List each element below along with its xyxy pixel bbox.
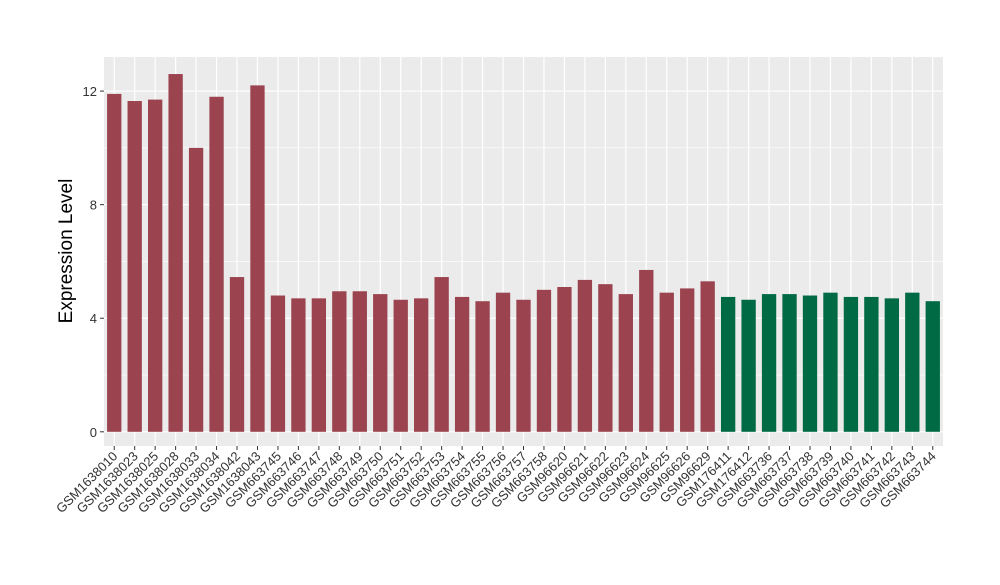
- bar-GSM1638042: [229, 277, 245, 432]
- bar-GSM1638033: [188, 147, 204, 432]
- bar-GSM176411: [720, 296, 736, 432]
- y-tick-label: 4: [90, 311, 97, 326]
- bar-GSM96625: [659, 292, 674, 432]
- bar-GSM96623: [618, 294, 633, 432]
- bar-GSM663737: [782, 294, 797, 432]
- bar-GSM176412: [741, 299, 756, 432]
- bar-GSM1638025: [147, 99, 163, 432]
- bar-GSM663736: [761, 294, 777, 432]
- bar-GSM1638010: [107, 93, 122, 432]
- y-tick-label: 0: [90, 425, 97, 440]
- bar-GSM663753: [434, 277, 449, 432]
- y-axis-title: Expression Level: [56, 179, 77, 324]
- bar-GSM663739: [823, 292, 838, 432]
- bar-GSM663751: [393, 299, 408, 432]
- bar-GSM663749: [352, 291, 367, 432]
- bar-GSM663758: [536, 289, 552, 432]
- bar-GSM663756: [495, 292, 511, 432]
- bar-GSM663741: [864, 296, 879, 432]
- bars: [107, 74, 940, 432]
- bar-GSM663747: [311, 298, 327, 432]
- bar-GSM663752: [414, 298, 429, 432]
- bar-GSM663748: [332, 291, 347, 432]
- y-tick-label: 12: [83, 84, 97, 99]
- bar-GSM663738: [802, 295, 818, 432]
- bar-GSM663746: [291, 298, 306, 432]
- bar-GSM663750: [373, 294, 388, 432]
- bar-GSM1638023: [127, 101, 142, 432]
- bar-GSM663755: [475, 301, 490, 432]
- x-axis: GSM1638010GSM1638023GSM1638025GSM1638028…: [53, 446, 939, 516]
- bar-GSM96629: [700, 281, 715, 432]
- bar-GSM96624: [639, 269, 654, 432]
- bar-GSM1638043: [250, 85, 265, 432]
- y-axis: 0 4 8 12: [83, 84, 104, 440]
- bar-GSM663740: [843, 296, 859, 432]
- bar-GSM663743: [905, 292, 920, 432]
- bar-GSM96620: [557, 286, 572, 432]
- y-tick-label: 8: [90, 198, 97, 213]
- bar-GSM1638034: [209, 96, 224, 432]
- bar-GSM663754: [454, 296, 470, 432]
- bar-GSM1638028: [168, 74, 183, 432]
- bar-GSM663742: [884, 298, 900, 432]
- bar-GSM663745: [270, 295, 286, 432]
- bar-GSM96622: [598, 284, 613, 432]
- bar-GSM663757: [516, 299, 531, 432]
- bar-GSM663744: [925, 301, 940, 432]
- bar-GSM96626: [680, 288, 695, 432]
- bar-GSM96621: [577, 279, 593, 432]
